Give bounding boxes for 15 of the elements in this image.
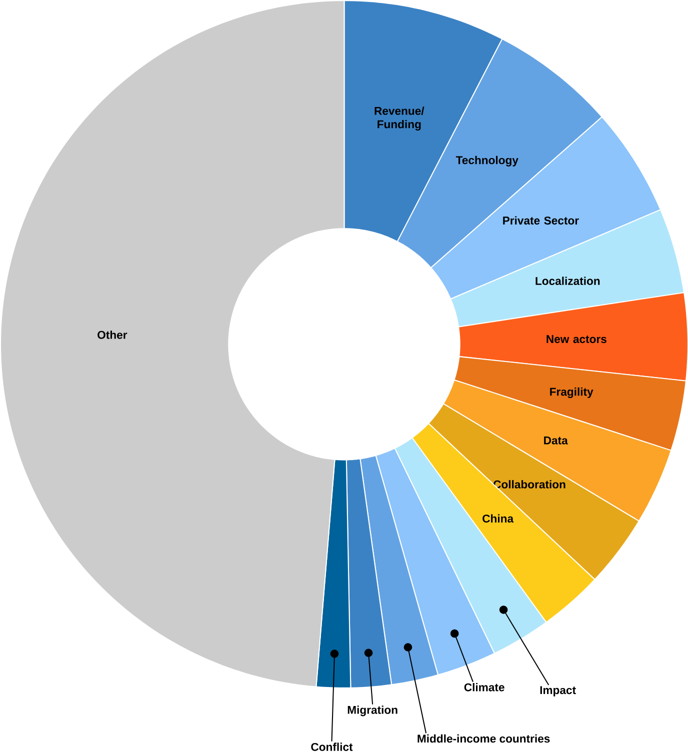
slice-label: Other <box>97 330 127 339</box>
slice-label: Middle-income countries <box>417 734 550 743</box>
slice-label: Impact <box>540 686 576 696</box>
slice-label: China <box>482 514 514 523</box>
slice-label: New actors <box>546 335 606 344</box>
slice-label: Localization <box>536 276 600 285</box>
slice-label: Collaboration <box>493 480 566 488</box>
slice-label: Fragility <box>550 387 594 398</box>
slice-label: Revenue/ Funding <box>374 106 424 131</box>
slice-label: Data <box>544 436 568 444</box>
slice-label: Technology <box>456 156 518 166</box>
slice-label: Migration <box>348 706 398 716</box>
slice-label: Private Sector <box>502 216 579 225</box>
slice-label: Climate <box>464 683 504 692</box>
slice-label: Conflict <box>310 742 352 751</box>
